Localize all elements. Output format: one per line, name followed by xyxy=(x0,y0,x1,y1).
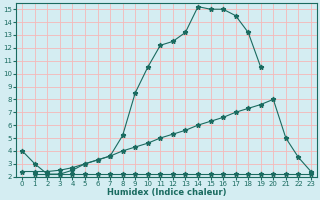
X-axis label: Humidex (Indice chaleur): Humidex (Indice chaleur) xyxy=(107,188,226,197)
